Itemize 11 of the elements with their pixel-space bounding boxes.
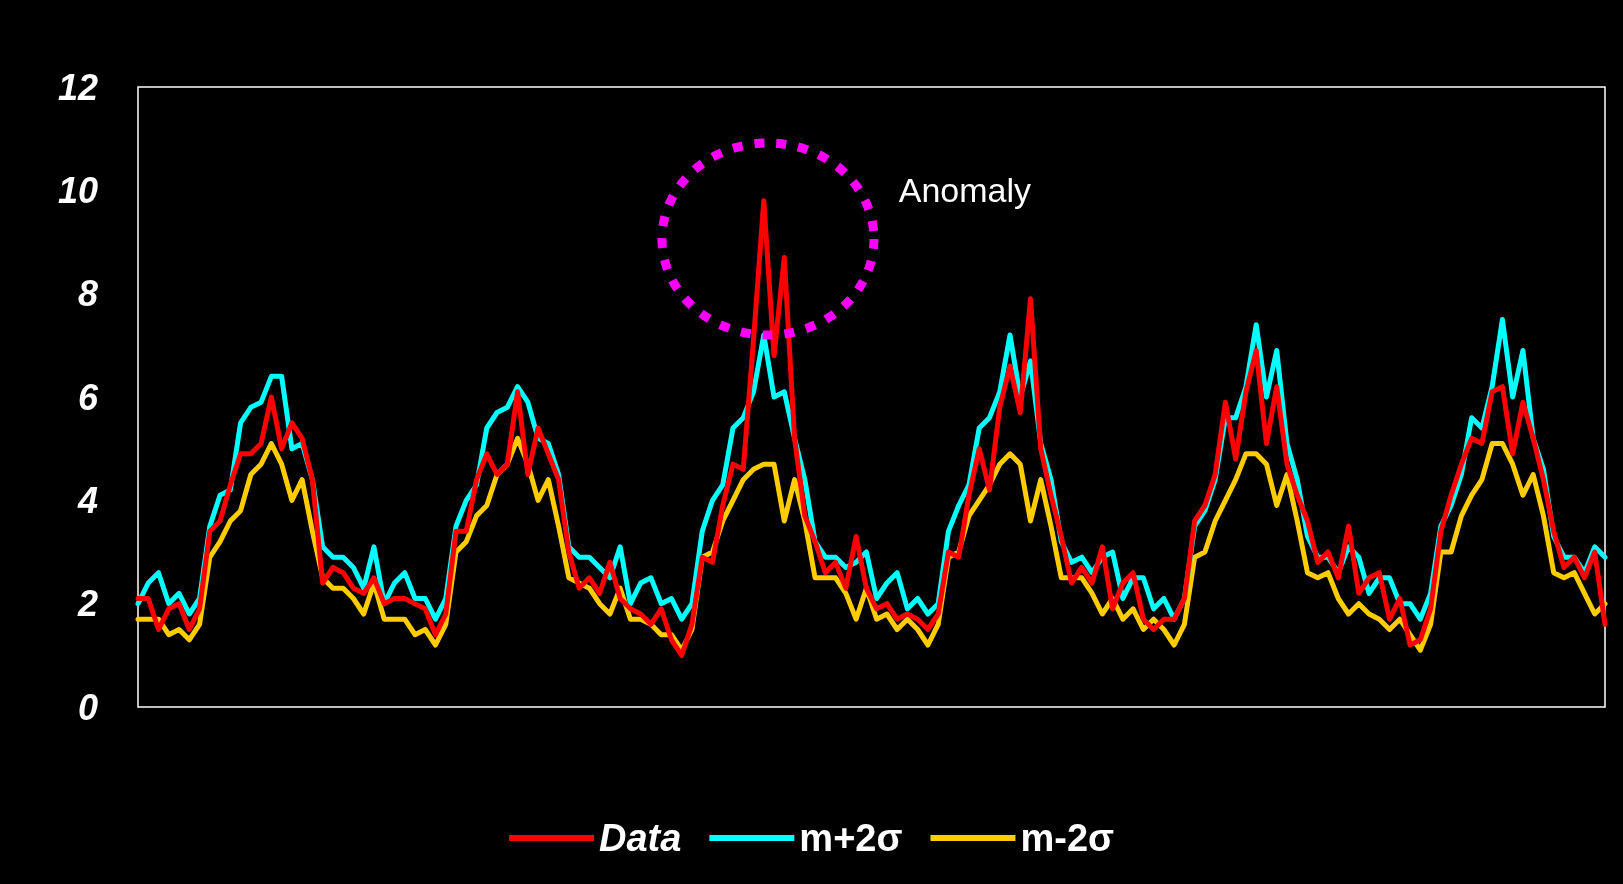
- y-tick-label: 8: [77, 273, 98, 315]
- y-tick-label: 12: [57, 66, 98, 108]
- legend-label: m-2σ: [1020, 817, 1115, 859]
- y-tick-label: 6: [77, 376, 99, 418]
- legend-label: Data: [598, 817, 682, 859]
- y-tick-label: 0: [77, 686, 98, 728]
- y-tick-label: 10: [57, 169, 98, 211]
- y-tick-label: 2: [76, 583, 98, 625]
- y-tick-label: 4: [76, 479, 98, 521]
- legend-label: m+2σ: [799, 817, 903, 859]
- annotation: Anomaly: [898, 170, 1032, 210]
